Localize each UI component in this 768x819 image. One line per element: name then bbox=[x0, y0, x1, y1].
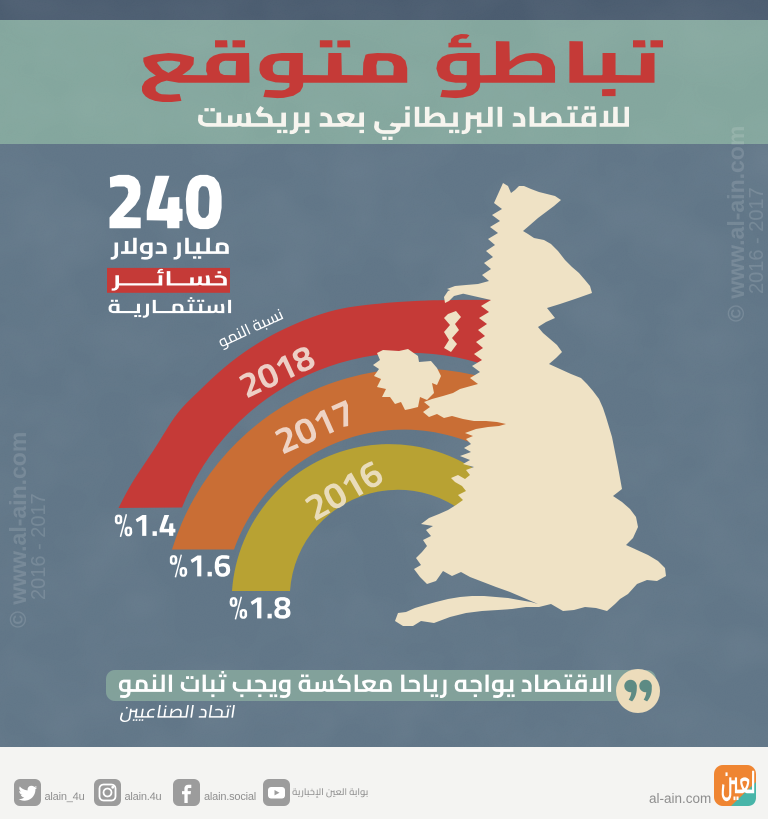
svg-text:© www.al-ain.com: © www.al-ain.com bbox=[5, 432, 31, 628]
svg-text:2016 - 2017: 2016 - 2017 bbox=[746, 187, 768, 294]
svg-text:alain.4u: alain.4u bbox=[125, 791, 162, 803]
svg-text:al-ain.com: al-ain.com bbox=[649, 791, 711, 806]
svg-text:2016 - 2017: 2016 - 2017 bbox=[28, 493, 50, 600]
svg-text:alain_4u: alain_4u bbox=[45, 791, 85, 803]
svg-text:© www.al-ain.com: © www.al-ain.com bbox=[723, 126, 749, 322]
svg-text:alain.social: alain.social bbox=[204, 791, 256, 803]
